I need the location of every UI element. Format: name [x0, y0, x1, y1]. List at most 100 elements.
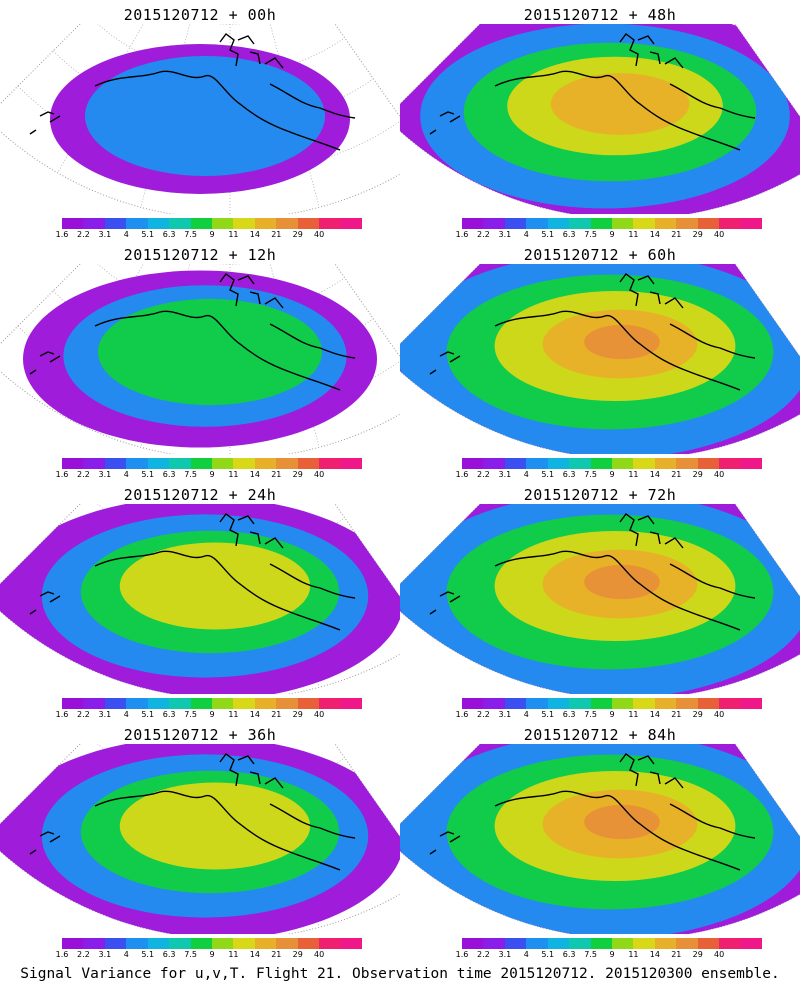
panel-title: 2015120712 + 36h [123, 726, 277, 744]
colorbar-tick-label: 40 [314, 710, 325, 719]
colorbar-ticks: 1.6 2.2 3.1 4 5.1 6.3 7.5 9 11 14 21 29 40 [456, 950, 762, 960]
colorbar-swatch [526, 938, 548, 949]
colorbar-tick-label: 9 [209, 710, 215, 719]
colorbar-swatch [319, 938, 341, 949]
colorbar-tick-label: 29 [692, 230, 703, 239]
colorbar-swatch [569, 698, 591, 709]
colorbar-swatch [233, 458, 255, 469]
colorbar-swatch [340, 698, 362, 709]
colorbar-swatch [483, 458, 505, 469]
colorbar-swatch [62, 698, 84, 709]
colorbar-swatch [654, 458, 677, 469]
colorbar-swatch [676, 458, 698, 469]
colorbar-swatch [297, 458, 320, 469]
variance-map [400, 24, 800, 214]
colorbar-tick-label: 9 [609, 470, 615, 479]
colorbar-tick-label: 2.2 [77, 710, 90, 719]
colorbar-swatch [254, 458, 277, 469]
colorbar-tick-label: 3.1 [98, 950, 112, 959]
colorbar-tick-label: 4 [523, 230, 529, 239]
colorbar-swatch [169, 218, 191, 229]
colorbar-swatch [719, 218, 741, 229]
colorbar [62, 938, 362, 949]
variance-map [0, 504, 400, 694]
colorbar-tick-label: 7.5 [184, 710, 197, 719]
colorbar-swatch [126, 218, 148, 229]
colorbar-swatch [147, 698, 170, 709]
colorbar-swatch [547, 698, 570, 709]
coastline [429, 273, 756, 391]
colorbar-tick-label: 40 [714, 470, 725, 479]
colorbar-swatch [319, 218, 341, 229]
colorbar-swatch [719, 458, 741, 469]
colorbar-swatch [319, 698, 341, 709]
colorbar-tick-label: 6.3 [562, 710, 576, 719]
variance-map [400, 264, 800, 454]
colorbar-tick-label: 14 [249, 470, 260, 479]
colorbar-swatch [126, 938, 148, 949]
colorbar-swatch [462, 938, 484, 949]
variance-field [400, 24, 800, 214]
colorbar-swatch [547, 218, 570, 229]
colorbar-swatch [569, 938, 591, 949]
colorbar-tick-label: 1.6 [55, 470, 69, 479]
colorbar-tick-label: 40 [314, 470, 325, 479]
colorbar-tick-label: 6.3 [162, 470, 176, 479]
colorbar-swatch [211, 218, 234, 229]
colorbar-tick-label: 9 [209, 230, 215, 239]
colorbar-swatch [254, 218, 277, 229]
colorbar-tick-label: 2.2 [477, 710, 490, 719]
colorbar-swatch [611, 938, 634, 949]
colorbar-ticks: 1.6 2.2 3.1 4 5.1 6.3 7.5 9 11 14 21 29 40 [56, 950, 362, 960]
colorbar-tick-label: 3.1 [498, 710, 512, 719]
colorbar-swatch [340, 218, 362, 229]
colorbar-swatch [740, 218, 762, 229]
colorbar-tick-label: 3.1 [498, 950, 512, 959]
colorbar-tick-label: 11 [228, 950, 239, 959]
colorbar-swatch [633, 938, 655, 949]
colorbar-tick-label: 3.1 [98, 710, 112, 719]
colorbar-tick-label: 1.6 [455, 950, 469, 959]
colorbar-swatch [590, 458, 612, 469]
colorbar-tick-label: 14 [249, 950, 260, 959]
colorbar-tick-label: 40 [314, 230, 325, 239]
coastline [29, 273, 356, 391]
colorbar-swatch [504, 218, 527, 229]
colorbar-swatch [104, 218, 127, 229]
colorbar-tick-label: 5.1 [141, 710, 155, 719]
variance-map [400, 744, 800, 934]
colorbar-ticks: 1.6 2.2 3.1 4 5.1 6.3 7.5 9 11 14 21 29 40 [456, 470, 762, 480]
variance-field [0, 744, 400, 934]
colorbar-tick-label: 6.3 [562, 230, 576, 239]
colorbar-tick-label: 3.1 [98, 470, 112, 479]
colorbar-tick-label: 3.1 [98, 230, 112, 239]
colorbar-swatch [190, 458, 212, 469]
colorbar-tick-label: 5.1 [541, 470, 555, 479]
colorbar-swatch [654, 698, 677, 709]
colorbar-swatch [190, 698, 212, 709]
colorbar-swatch [526, 698, 548, 709]
colorbar-swatch [190, 218, 212, 229]
colorbar-swatch [276, 218, 298, 229]
colorbar [462, 218, 762, 229]
coastline [429, 753, 756, 871]
colorbar-tick-label: 29 [292, 470, 303, 479]
colorbar-swatch [590, 938, 612, 949]
map-panel-36h: 2015120712 + 36h 1.6 2.2 3.1 4 5.1 6.3 7.5 9 11 1… [0, 720, 400, 960]
figure-caption: Signal Variance for u,v,T. Flight 21. Ob… [20, 966, 780, 982]
panel-title: 2015120712 + 60h [523, 246, 677, 264]
variance-field [23, 270, 377, 448]
colorbar-tick-label: 2.2 [477, 230, 490, 239]
colorbar-tick-label: 11 [628, 710, 639, 719]
colorbar-swatch [697, 458, 720, 469]
colorbar-ticks: 1.6 2.2 3.1 4 5.1 6.3 7.5 9 11 14 21 29 40 [56, 230, 362, 240]
colorbar-swatch [147, 458, 170, 469]
colorbar-tick-label: 14 [249, 710, 260, 719]
colorbar [62, 218, 362, 229]
colorbar-tick-label: 1.6 [55, 230, 69, 239]
colorbar-swatch [276, 458, 298, 469]
colorbar-tick-label: 3.1 [498, 230, 512, 239]
colorbar-tick-label: 4 [123, 230, 129, 239]
colorbar-swatch [126, 698, 148, 709]
colorbar-swatch [126, 458, 148, 469]
